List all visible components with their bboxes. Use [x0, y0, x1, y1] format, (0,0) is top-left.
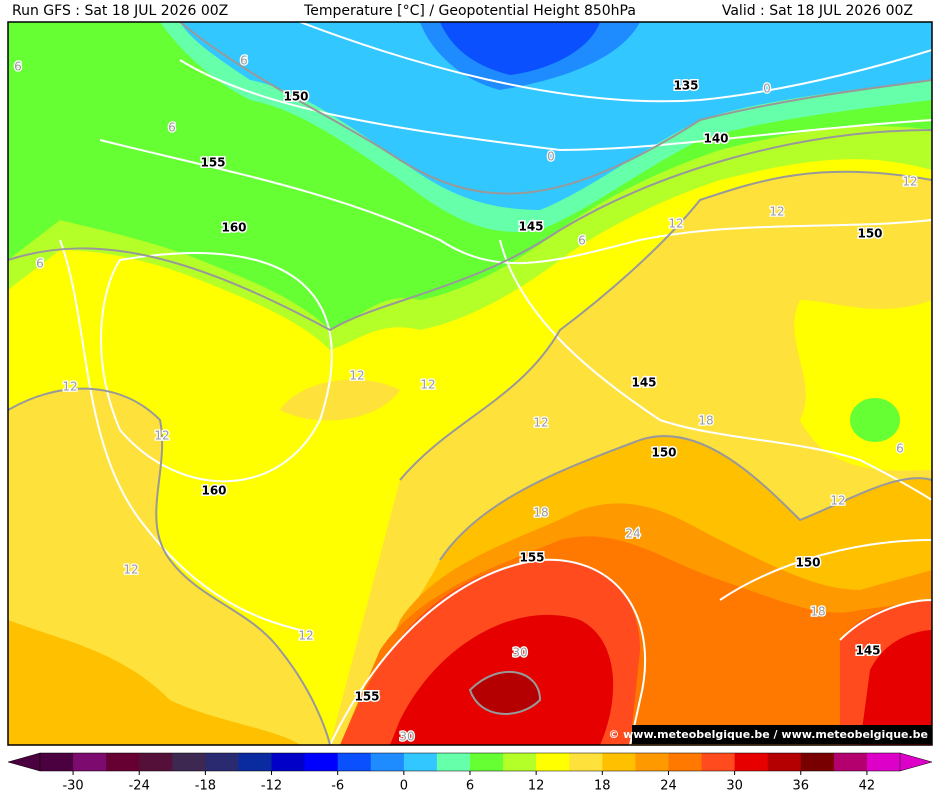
colorbar-over	[899, 752, 933, 772]
colorbar-tick-label: 0	[400, 779, 408, 794]
colorbar-swatch	[470, 753, 504, 771]
temperature-label: 12	[668, 217, 683, 231]
colorbar-swatch	[304, 753, 339, 771]
height-label: 160	[201, 484, 226, 498]
colorbar-swatch	[436, 753, 471, 771]
height-label: 140	[703, 132, 728, 146]
height-label: 155	[354, 690, 379, 704]
height-label: 145	[855, 644, 880, 658]
colorbar-tick-label: -30	[62, 779, 83, 794]
colorbar-swatch	[503, 753, 537, 771]
colorbar-swatch	[635, 753, 669, 771]
watermark: © www.meteobelgique.be / www.meteobelgiq…	[608, 728, 928, 741]
temperature-label: 12	[349, 369, 364, 383]
colorbar: -30 -24 -18 -12 -6 0 6 12 18 24 30 36 42	[7, 752, 933, 794]
height-label: 135	[673, 79, 698, 93]
colorbar-swatch	[800, 753, 835, 771]
colorbar-swatch	[139, 753, 173, 771]
colorbar-swatch	[701, 753, 736, 771]
temperature-label: 30	[512, 646, 527, 660]
colorbar-tick-label: -6	[331, 779, 344, 794]
valid-time: Valid : Sat 18 JUL 2026 00Z	[722, 3, 913, 19]
contour-labels: 150 135 140 155 160 145 150 145 150 160 155 150 145 1…	[13, 52, 919, 745]
colorbar-swatch	[271, 753, 306, 771]
height-label: 150	[283, 90, 308, 104]
height-label: 160	[221, 221, 246, 235]
colorbar-under	[7, 752, 41, 772]
height-label: 150	[651, 446, 676, 460]
colorbar-swatch	[370, 753, 405, 771]
temperature-label: 6	[14, 60, 22, 74]
colorbar-swatch	[73, 753, 107, 771]
map-title: Temperature [°C] / Geopotential Height 8…	[303, 3, 636, 19]
colorbar-tick-label: -12	[261, 779, 282, 794]
temperature-label: 12	[154, 429, 169, 443]
colorbar-swatch	[205, 753, 239, 771]
height-label: 155	[200, 156, 225, 170]
temperature-label: 0	[763, 82, 771, 96]
colorbar-swatch	[337, 753, 372, 771]
colorbar-tick-label: 6	[466, 779, 474, 794]
temperature-label: 12	[533, 416, 548, 430]
colorbar-swatch	[238, 753, 273, 771]
temperature-label: 6	[896, 442, 904, 456]
colorbar-swatch	[668, 753, 703, 771]
temperature-label: 12	[830, 494, 845, 508]
colorbar-swatch	[172, 753, 206, 771]
temperature-label: 6	[36, 257, 44, 271]
height-label: 145	[518, 220, 543, 234]
temperature-label: 6	[240, 54, 248, 68]
colorbar-swatch	[40, 753, 74, 771]
temperature-label: 6	[578, 234, 586, 248]
temperature-field	[8, 22, 932, 745]
watermark-box	[632, 725, 932, 744]
temperature-label: 12	[298, 629, 313, 643]
colorbar-swatch	[536, 753, 570, 771]
colorbar-tick-label: 24	[660, 779, 677, 794]
temperature-label: 18	[533, 506, 548, 520]
temperature-label: 12	[902, 175, 917, 189]
temperature-label: 12	[62, 380, 77, 394]
colorbar-swatch	[833, 753, 868, 771]
colorbar-tick-label: 30	[726, 779, 743, 794]
colorbar-tick-label: -24	[129, 779, 150, 794]
colorbar-swatch	[602, 753, 636, 771]
temperature-label: 24	[625, 527, 640, 541]
colorbar-tick-label: -18	[195, 779, 216, 794]
colorbar-swatch	[866, 753, 901, 771]
colorbar-tick-label: 12	[528, 779, 545, 794]
colorbar-tick-label: 18	[594, 779, 611, 794]
colorbar-tick-label: 36	[792, 779, 809, 794]
temperature-label: 18	[810, 605, 825, 619]
height-label: 145	[631, 376, 656, 390]
height-label: 155	[519, 551, 544, 565]
height-label: 150	[857, 227, 882, 241]
temperature-label: 12	[420, 378, 435, 392]
colorbar-tick-label: 42	[859, 779, 876, 794]
run-info: Run GFS : Sat 18 JUL 2026 00Z	[12, 3, 228, 19]
colorbar-swatch	[403, 753, 438, 771]
map-frame	[7, 21, 933, 746]
temperature-label: 30	[399, 730, 414, 744]
colorbar-swatch	[734, 753, 769, 771]
temperature-label: 12	[769, 205, 784, 219]
temperature-label: 6	[168, 121, 176, 135]
temperature-label: 0	[547, 150, 555, 164]
height-label: 150	[795, 556, 820, 570]
colorbar-swatch	[106, 753, 140, 771]
colorbar-swatch	[767, 753, 802, 771]
temperature-label: 12	[123, 563, 138, 577]
colorbar-swatch	[569, 753, 603, 771]
temperature-label: 18	[698, 414, 713, 428]
